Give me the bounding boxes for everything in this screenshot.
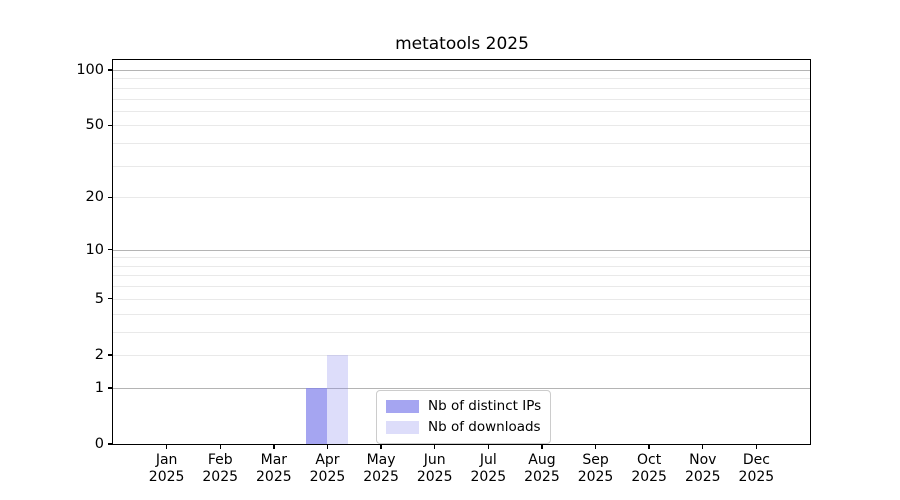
y-tick-label: 1 bbox=[94, 379, 104, 396]
y-tick-label: 10 bbox=[85, 241, 104, 258]
x-tick-mark bbox=[702, 444, 704, 449]
x-tick-label-jul: Jul 2025 bbox=[456, 452, 520, 486]
x-tick-year: 2025 bbox=[631, 469, 667, 485]
x-tick-mark bbox=[755, 444, 758, 449]
y-tick-mark bbox=[108, 298, 113, 300]
x-tick-mark bbox=[219, 444, 221, 449]
gridline-minor bbox=[113, 87, 810, 89]
gridline-minor bbox=[113, 275, 810, 277]
x-tick-label-jan: Jan 2025 bbox=[135, 452, 199, 486]
x-tick-mark bbox=[433, 444, 436, 449]
legend-label-distinct-ips: Nb of distinct IPs bbox=[428, 398, 542, 414]
legend-item-distinct-ips: Nb of distinct IPs bbox=[386, 399, 541, 414]
plot-area bbox=[112, 59, 811, 445]
x-tick-year: 2025 bbox=[363, 469, 399, 485]
y-tick-mark bbox=[108, 387, 113, 389]
gridline-minor bbox=[113, 197, 810, 199]
legend-item-downloads: Nb of downloads bbox=[386, 420, 541, 435]
x-tick-month: Oct bbox=[637, 452, 662, 468]
y-tick-label: 100 bbox=[76, 62, 104, 79]
bar-downloads-apr bbox=[327, 354, 349, 444]
legend-label-downloads: Nb of downloads bbox=[428, 419, 541, 435]
gridline-minor bbox=[113, 265, 810, 267]
x-tick-mark bbox=[648, 444, 650, 449]
x-tick-mark bbox=[380, 444, 382, 449]
y-tick-mark bbox=[108, 196, 113, 198]
gridline-minor bbox=[113, 257, 810, 259]
x-tick-label-dec: Dec 2025 bbox=[724, 452, 788, 486]
y-tick-mark bbox=[108, 248, 113, 251]
legend: Nb of distinct IPs Nb of downloads bbox=[376, 390, 552, 444]
x-tick-month: Dec bbox=[742, 452, 770, 468]
gridline-minor bbox=[113, 298, 810, 300]
bar-layer bbox=[113, 60, 810, 444]
x-tick-label-may: May 2025 bbox=[349, 452, 413, 486]
y-tick-mark bbox=[108, 443, 113, 445]
gridline-major bbox=[113, 387, 810, 389]
gridline-major bbox=[113, 70, 810, 72]
gridline-major bbox=[113, 249, 810, 251]
gridline-minor bbox=[113, 78, 810, 80]
bar-distinct-ips-apr bbox=[306, 387, 328, 444]
grid-layer bbox=[113, 60, 810, 444]
gridline-minor bbox=[113, 143, 810, 145]
legend-swatch-distinct-ips-icon bbox=[386, 400, 419, 413]
y-tick-label: 20 bbox=[85, 189, 104, 206]
x-tick-label-oct: Oct 2025 bbox=[617, 452, 681, 486]
gridline-minor bbox=[113, 98, 810, 100]
x-tick-month: Nov bbox=[689, 452, 717, 468]
gridline-minor bbox=[113, 331, 810, 333]
x-tick-label-apr: Apr 2025 bbox=[295, 452, 359, 486]
legend-swatch-downloads-icon bbox=[386, 421, 419, 434]
x-tick-year: 2025 bbox=[416, 469, 453, 485]
x-tick-label-sep: Sep 2025 bbox=[564, 452, 628, 486]
x-tick-month: Mar bbox=[260, 452, 288, 468]
y-tick-mark bbox=[108, 354, 113, 356]
x-tick-month: May bbox=[366, 452, 396, 468]
x-tick-year: 2025 bbox=[148, 469, 185, 485]
x-tick-year: 2025 bbox=[524, 469, 560, 485]
y-tick-label: 50 bbox=[85, 117, 104, 134]
x-tick-mark bbox=[541, 444, 543, 449]
x-tick-label-feb: Feb 2025 bbox=[188, 452, 252, 486]
x-tick-month: Jan bbox=[155, 452, 178, 468]
x-tick-year: 2025 bbox=[684, 469, 721, 485]
gridline-minor bbox=[113, 125, 810, 127]
x-tick-year: 2025 bbox=[256, 469, 292, 485]
x-tick-month: Aug bbox=[528, 452, 556, 468]
x-tick-mark bbox=[594, 444, 597, 449]
chart-title: metatools 2025 bbox=[395, 34, 529, 54]
x-tick-mark bbox=[273, 444, 275, 449]
x-tick-year: 2025 bbox=[202, 469, 239, 485]
y-tick-label: 0 bbox=[94, 436, 104, 452]
x-tick-month: Sep bbox=[582, 452, 609, 468]
gridline-minor bbox=[113, 110, 810, 112]
x-tick-label-aug: Aug 2025 bbox=[510, 452, 574, 486]
gridline-minor bbox=[113, 313, 810, 315]
x-tick-label-mar: Mar 2025 bbox=[242, 452, 306, 486]
gridline-minor bbox=[113, 165, 810, 167]
x-tick-month: Feb bbox=[207, 452, 233, 468]
y-tick-mark bbox=[108, 69, 113, 71]
y-tick-label: 2 bbox=[94, 346, 104, 363]
x-tick-year: 2025 bbox=[738, 469, 775, 485]
x-tick-year: 2025 bbox=[470, 469, 507, 485]
x-tick-mark bbox=[487, 444, 489, 449]
x-tick-label-jun: Jun 2025 bbox=[403, 452, 467, 486]
x-tick-year: 2025 bbox=[577, 469, 614, 485]
x-tick-month: Apr bbox=[315, 452, 340, 468]
y-tick-mark bbox=[108, 124, 113, 127]
x-tick-month: Jun bbox=[423, 452, 446, 468]
y-tick-label: 5 bbox=[94, 290, 104, 307]
gridline-minor bbox=[113, 286, 810, 288]
x-tick-mark bbox=[165, 444, 168, 449]
gridline-minor bbox=[113, 354, 810, 356]
x-tick-label-nov: Nov 2025 bbox=[671, 452, 735, 486]
x-tick-month: Jul bbox=[479, 452, 497, 468]
x-tick-mark bbox=[326, 444, 329, 449]
x-tick-year: 2025 bbox=[309, 469, 346, 485]
